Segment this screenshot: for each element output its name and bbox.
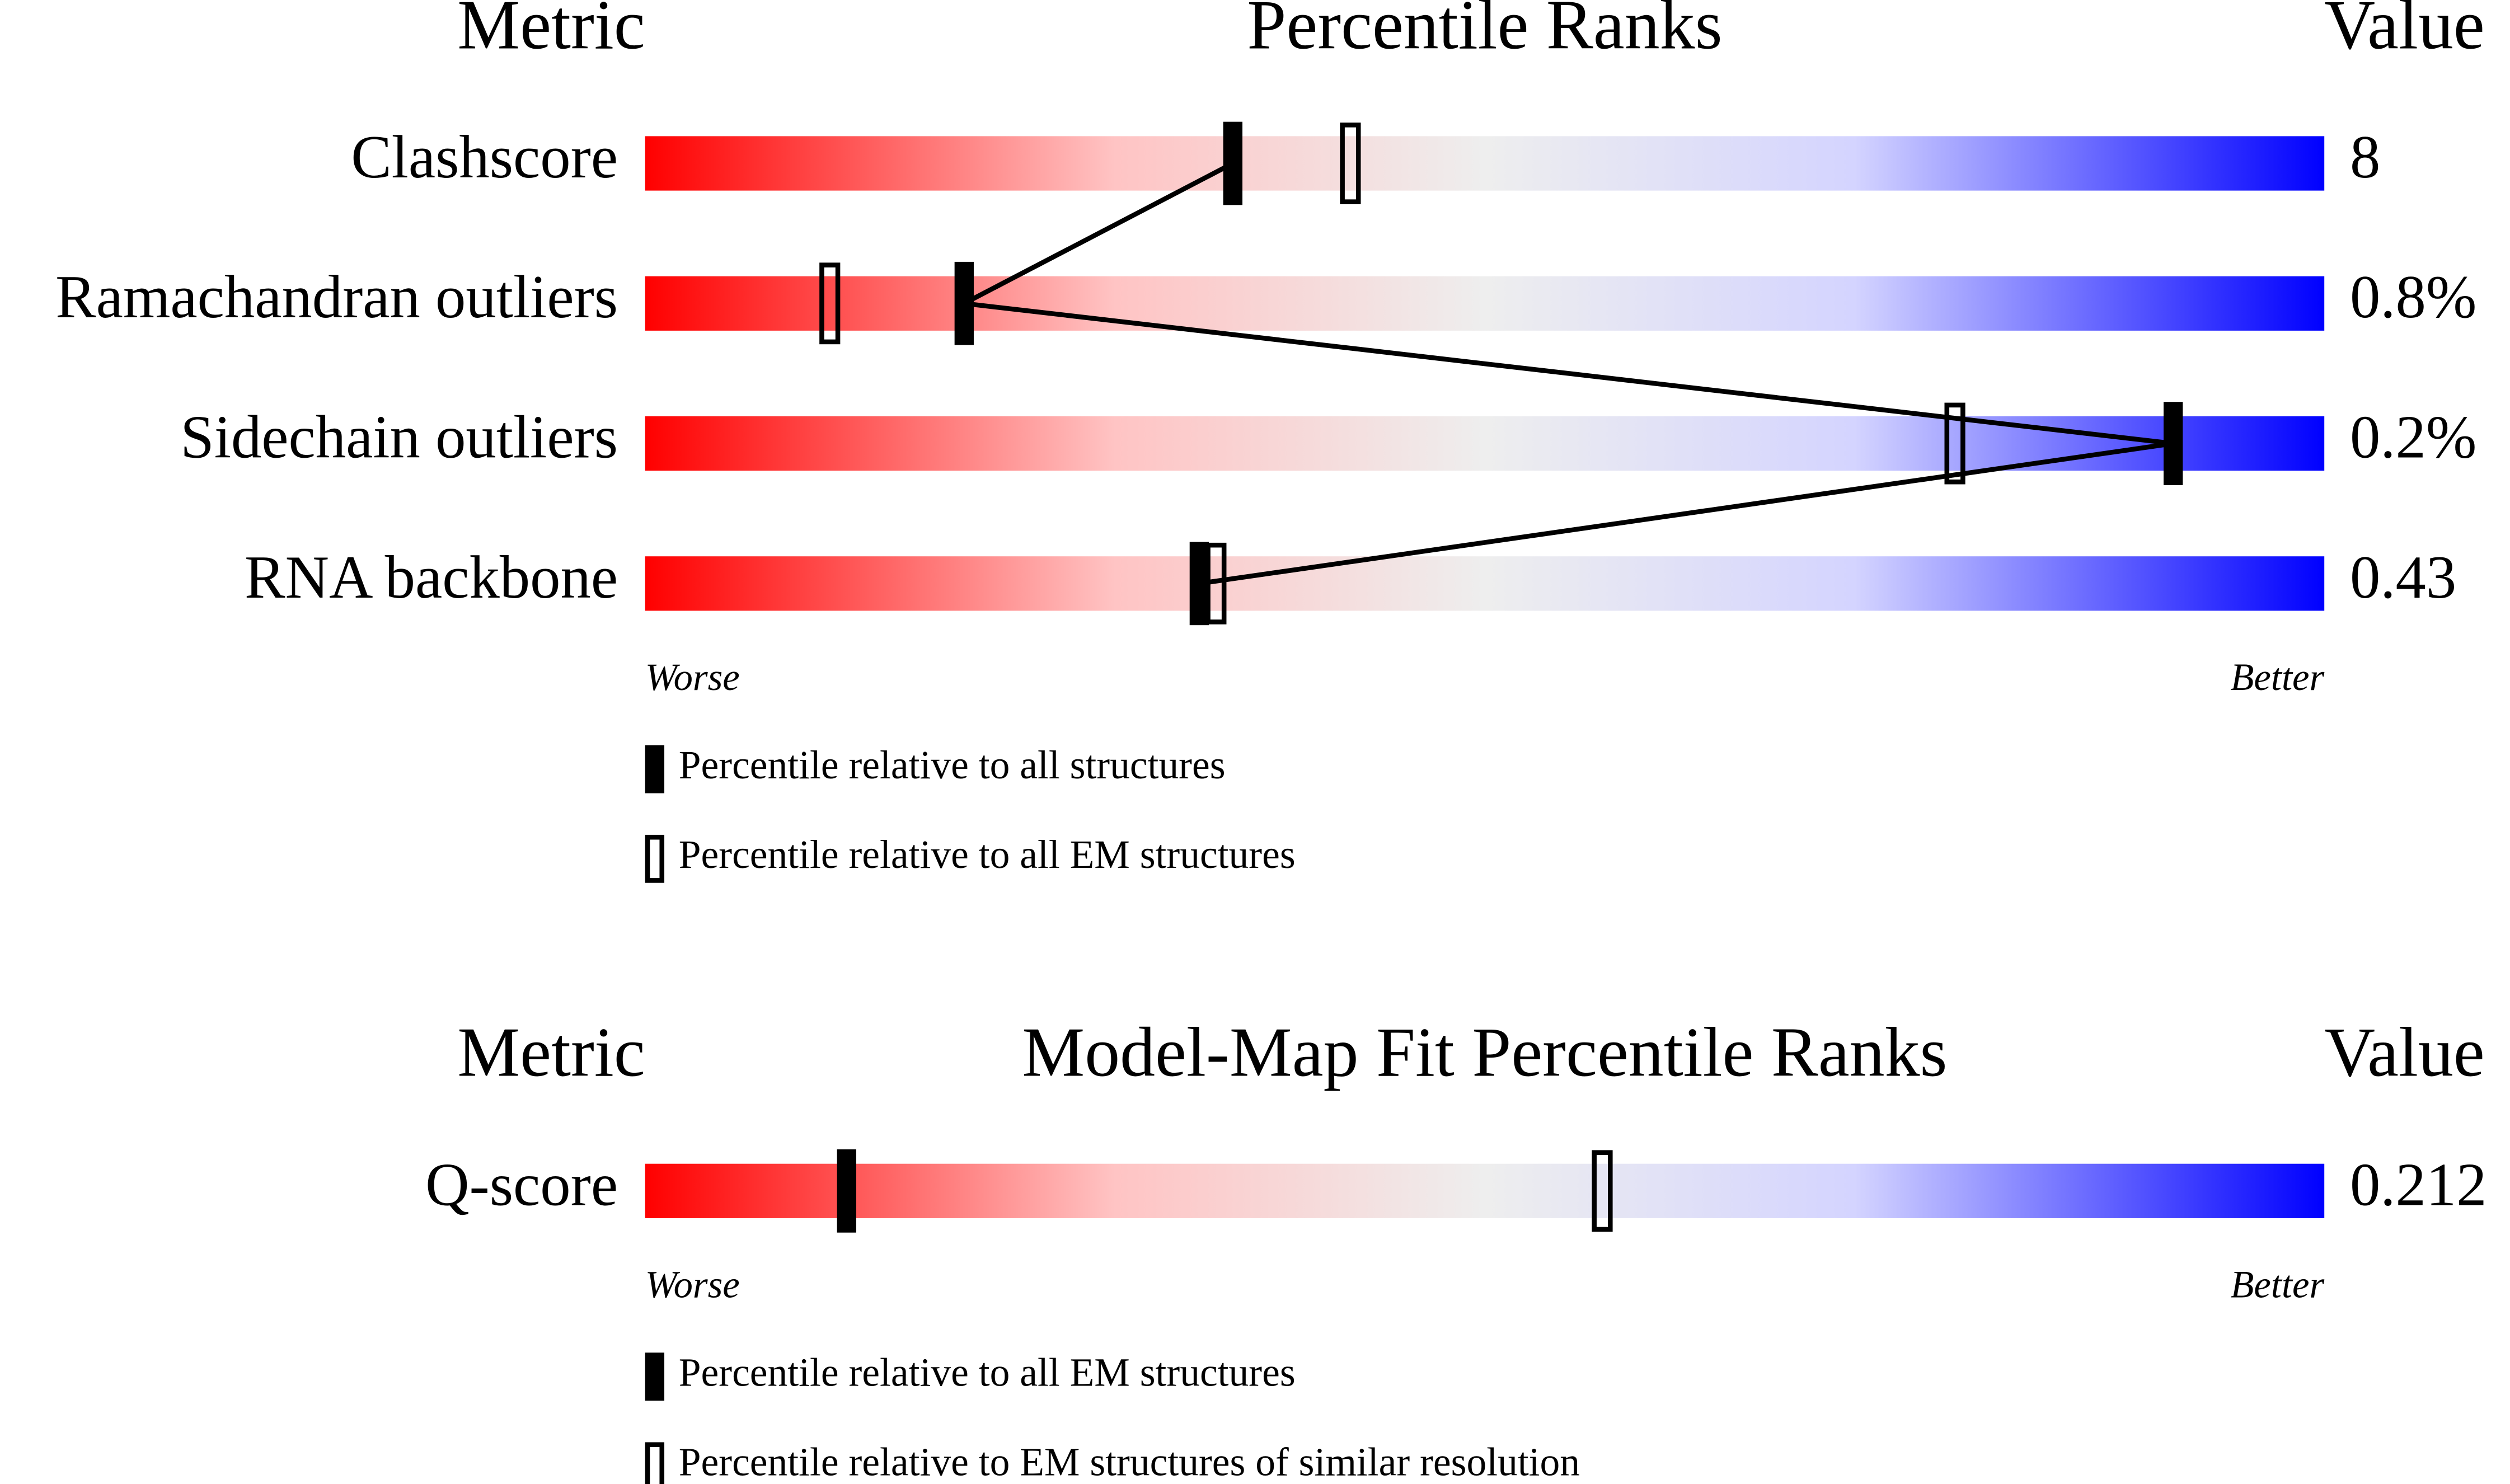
legend-label: Percentile relative to all structures	[679, 743, 1226, 787]
metric-header: Metric	[457, 0, 645, 64]
marker-filled	[1223, 121, 1243, 205]
marker-filled	[954, 261, 974, 345]
legend-label: Percentile relative to all EM structures	[679, 1351, 1296, 1395]
worse-label: Worse	[645, 1264, 740, 1306]
legend-label: Percentile relative to all EM structures	[679, 833, 1296, 877]
chart-title: Model-Map Fit Percentile Ranks	[1022, 1014, 1947, 1092]
marker-filled	[837, 1149, 856, 1233]
legend-marker	[645, 1442, 665, 1484]
marker-open	[819, 262, 841, 345]
marker-open	[1205, 542, 1227, 624]
metric-value: 0.43	[2350, 543, 2456, 611]
marker-open	[1944, 402, 1965, 485]
slider-bar	[645, 416, 2325, 471]
marker-open	[1340, 123, 1361, 204]
metric-label: RNA backbone	[245, 543, 618, 611]
legend-label: Percentile relative to EM structures of …	[679, 1440, 1580, 1484]
slider-bar	[645, 556, 2325, 611]
metric-label: Clashscore	[351, 123, 618, 191]
marker-filled	[2163, 402, 2183, 485]
legend-marker	[645, 834, 665, 883]
connector-line	[956, 161, 2174, 586]
slider-bar	[645, 1163, 2325, 1218]
metric-value: 0.2%	[2350, 403, 2476, 471]
metric-label: Sidechain outliers	[180, 403, 618, 471]
legend-marker	[645, 1352, 665, 1401]
metric-value: 0.212	[2350, 1150, 2487, 1218]
worse-label: Worse	[645, 656, 740, 698]
metric-label: Ramachandran outliers	[55, 263, 618, 331]
metric-value: 0.8%	[2350, 263, 2476, 331]
slider-bar	[645, 276, 2325, 331]
slider-bar	[645, 136, 2325, 191]
marker-open	[1592, 1150, 1613, 1232]
metric-label: Q-score	[425, 1150, 618, 1218]
metric-header: Metric	[457, 1014, 645, 1092]
value-header: Value	[2324, 1014, 2485, 1092]
metric-value: 8	[2350, 123, 2380, 191]
better-label: Better	[2231, 1264, 2325, 1306]
chart-title: Percentile Ranks	[1247, 0, 1722, 64]
value-header: Value	[2324, 0, 2485, 64]
legend-marker	[645, 745, 665, 793]
better-label: Better	[2231, 656, 2325, 698]
